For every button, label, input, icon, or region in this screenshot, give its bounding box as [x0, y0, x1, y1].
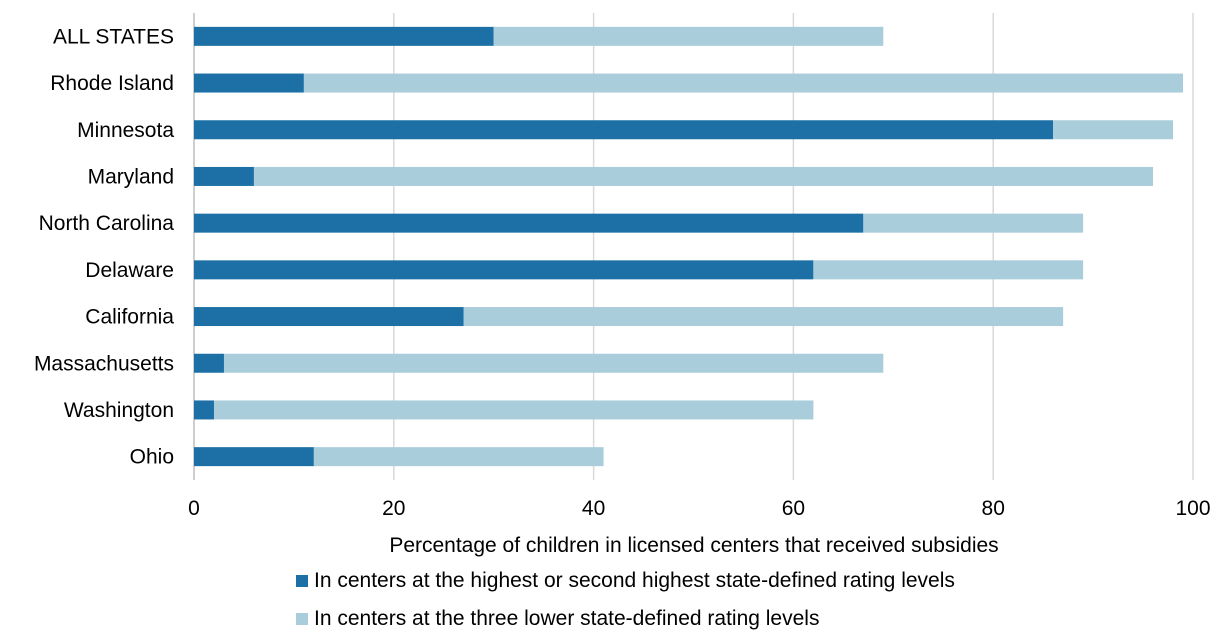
- bar-segment-lower: [313, 447, 604, 467]
- category-label: Ohio: [130, 446, 174, 469]
- legend-item-highest-ratings: In centers at the highest or second high…: [296, 569, 955, 593]
- bar-segment-highest: [194, 26, 494, 46]
- legend-swatch-dark: [296, 575, 308, 587]
- bar-segment-highest: [194, 400, 214, 420]
- category-label: Rhode Island: [50, 72, 174, 95]
- bar-segment-highest: [194, 166, 254, 186]
- bar-segment-highest: [194, 447, 314, 467]
- category-label: Massachusetts: [34, 352, 174, 375]
- bar-segment-highest: [194, 353, 224, 373]
- bar-segment-lower: [863, 213, 1084, 233]
- x-tick-label: 80: [982, 497, 1005, 520]
- bar-segment-lower: [213, 400, 814, 420]
- category-label: Minnesota: [77, 119, 174, 142]
- category-label: Delaware: [85, 259, 174, 282]
- category-label: Maryland: [88, 165, 174, 188]
- legend-label: In centers at the three lower state-defi…: [314, 607, 820, 630]
- bars: [194, 26, 1184, 467]
- x-axis-label: Percentage of children in licensed cente…: [389, 534, 998, 557]
- category-label: California: [85, 306, 174, 329]
- bar-segment-lower: [253, 166, 1154, 186]
- bar-segment-lower: [223, 353, 884, 373]
- bar-segment-highest: [194, 307, 464, 327]
- x-tick-label: 0: [188, 497, 200, 520]
- x-tick-label: 20: [382, 497, 405, 520]
- bar-segment-lower: [493, 26, 884, 46]
- bar-segment-lower: [303, 73, 1184, 93]
- legend-item-lower-ratings: In centers at the three lower state-defi…: [296, 607, 819, 631]
- bar-segment-lower: [813, 260, 1084, 280]
- legend-swatch-light: [296, 613, 308, 625]
- bar-segment-highest: [194, 73, 304, 93]
- category-label: ALL STATES: [53, 25, 174, 48]
- bar-segment-lower: [463, 307, 1064, 327]
- x-tick-labels: 0 20 40 60 80 100: [188, 497, 1210, 520]
- x-tick-label: 100: [1175, 497, 1210, 520]
- legend-label: In centers at the highest or second high…: [314, 569, 955, 592]
- category-label: North Carolina: [39, 212, 175, 235]
- x-tick-label: 40: [582, 497, 605, 520]
- x-tick-label: 60: [782, 497, 805, 520]
- category-labels: ALL STATES Rhode Island Minnesota Maryland N…: [34, 25, 174, 468]
- bar-segment-lower: [1053, 120, 1174, 140]
- bar-segment-highest: [194, 213, 864, 233]
- bar-segment-highest: [194, 260, 814, 280]
- category-label: Washington: [64, 399, 174, 422]
- bar-segment-highest: [194, 120, 1054, 140]
